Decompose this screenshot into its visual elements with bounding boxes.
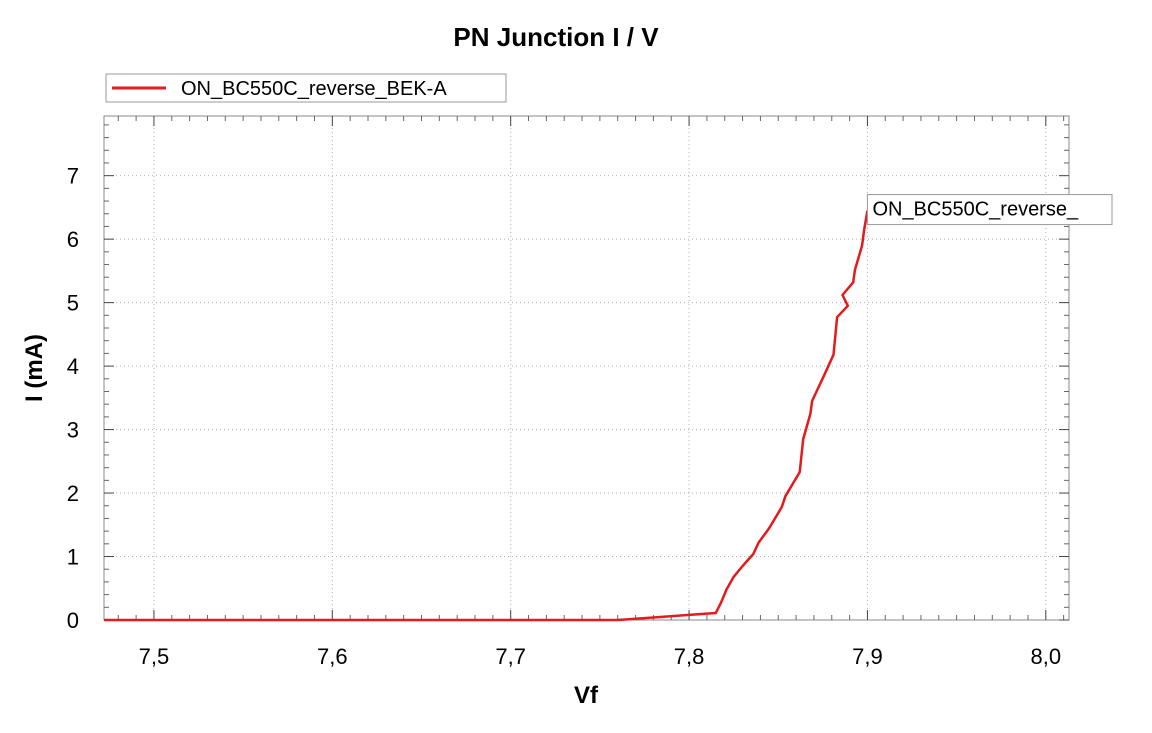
series-line	[104, 210, 869, 622]
y-tick-label: 0	[67, 608, 79, 633]
legend-box	[105, 73, 507, 103]
legend-label: ON_BC550C_reverse_BEK-A	[181, 78, 447, 100]
x-axis-tick-labels: 7,5 7,6 7,7 7,8 7,9 8,0	[139, 644, 1061, 669]
x-tick-label: 7,7	[495, 644, 526, 669]
y-axis-title: I (mA)	[21, 334, 48, 402]
y-tick-label: 6	[67, 227, 79, 252]
chart-title: PN Junction I / V	[453, 22, 659, 52]
annotations: ON_BC550C_reverse_	[866, 194, 1113, 226]
y-tick-label: 2	[67, 481, 79, 506]
x-tick-label: 7,6	[317, 644, 348, 669]
series	[104, 210, 869, 622]
y-tick-label: 7	[67, 164, 79, 189]
plot-area	[103, 115, 1070, 621]
y-axis-tick-labels: 0 1 2 3 4 5 6 7	[67, 164, 79, 633]
annotation-label: ON_BC550C_reverse_	[872, 199, 1079, 221]
annotation-box	[866, 194, 1113, 226]
x-axis-title: Vf	[574, 682, 599, 709]
legend: ON_BC550C_reverse_BEK-A	[105, 73, 507, 103]
y-tick-label: 4	[67, 354, 79, 379]
y-tick-label: 5	[67, 291, 79, 316]
y-tick-label: 3	[67, 418, 79, 443]
x-tick-label: 7,5	[139, 644, 170, 669]
x-tick-label: 7,9	[852, 644, 883, 669]
x-tick-label: 8,0	[1031, 644, 1062, 669]
axis-ticks	[104, 116, 1069, 621]
x-tick-label: 7,8	[674, 644, 705, 669]
y-tick-label: 1	[67, 545, 79, 570]
grid	[104, 116, 1069, 620]
